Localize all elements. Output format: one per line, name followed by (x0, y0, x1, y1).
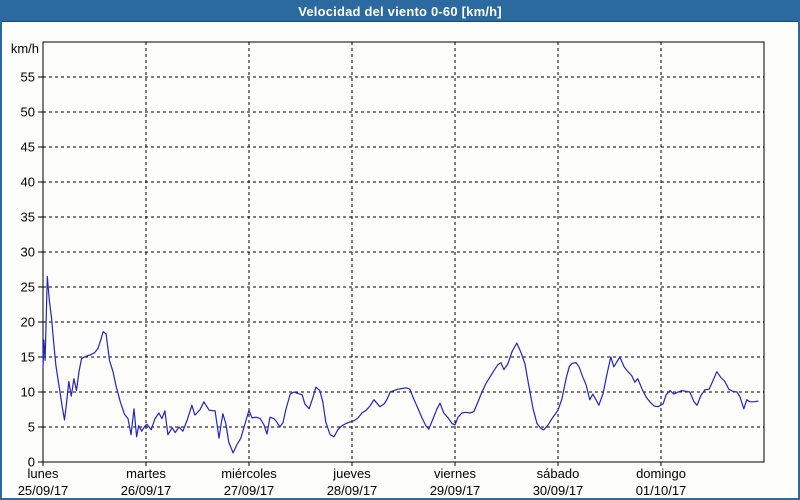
svg-text:55: 55 (21, 70, 35, 85)
svg-text:30/09/17: 30/09/17 (533, 483, 584, 498)
svg-text:35: 35 (21, 210, 35, 225)
svg-text:40: 40 (21, 175, 35, 190)
y-axis-unit-label: km/h (10, 41, 39, 56)
svg-text:50: 50 (21, 105, 35, 120)
svg-text:20: 20 (21, 315, 35, 330)
axis-ticks (38, 76, 662, 466)
svg-text:25: 25 (21, 280, 35, 295)
svg-text:10: 10 (21, 385, 35, 400)
svg-text:25/09/17: 25/09/17 (18, 483, 69, 498)
svg-text:jueves: jueves (332, 466, 371, 481)
window-title: Velocidad del viento 0-60 [km/h] (298, 4, 502, 19)
svg-text:28/09/17: 28/09/17 (327, 483, 378, 498)
svg-text:martes: martes (126, 466, 166, 481)
svg-text:sábado: sábado (537, 466, 580, 481)
svg-text:lunes: lunes (27, 466, 59, 481)
svg-text:30: 30 (21, 245, 35, 260)
svg-text:29/09/17: 29/09/17 (430, 483, 481, 498)
svg-text:26/09/17: 26/09/17 (121, 483, 172, 498)
svg-text:45: 45 (21, 140, 35, 155)
svg-text:15: 15 (21, 350, 35, 365)
svg-text:miércoles: miércoles (221, 466, 277, 481)
window-title-bar: Velocidad del viento 0-60 [km/h] (2, 2, 798, 22)
svg-text:domingo: domingo (636, 466, 686, 481)
svg-text:27/09/17: 27/09/17 (224, 483, 275, 498)
svg-text:0: 0 (28, 455, 35, 470)
wind-speed-line (42, 275, 759, 454)
y-axis-tick-labels: 0 5 10 15 20 25 30 35 40 45 50 55 (21, 70, 35, 470)
svg-text:viernes: viernes (434, 466, 476, 481)
svg-text:5: 5 (28, 420, 35, 435)
svg-text:01/10/17: 01/10/17 (636, 483, 687, 498)
x-axis-day-labels: lunes 25/09/17 martes 26/09/17 miércoles 27/0… (18, 466, 687, 498)
plot-grid (43, 42, 764, 462)
